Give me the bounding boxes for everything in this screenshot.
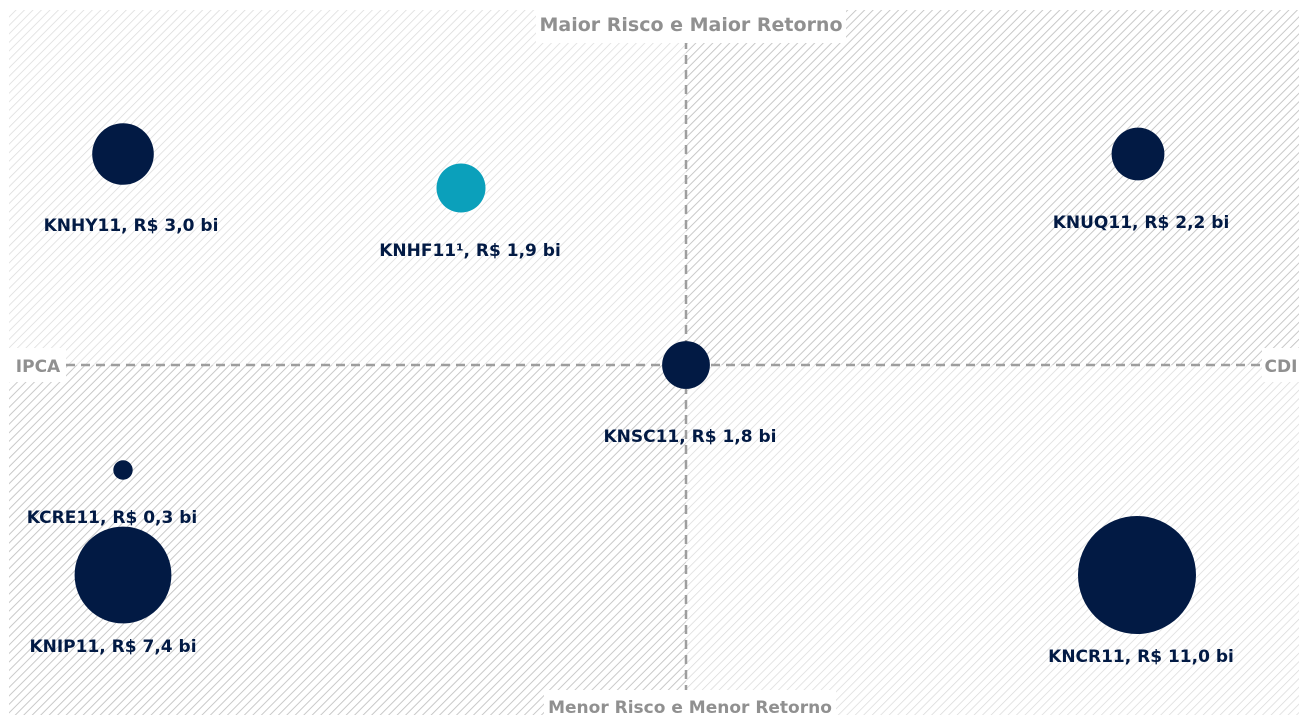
axis-label-right: CDI	[1265, 357, 1298, 377]
bubble-label-knuq11: KNUQ11, R$ 2,2 bi	[1053, 213, 1230, 233]
quadrant-top-left	[9, 10, 686, 365]
bubble-label-knsc11: KNSC11, R$ 1,8 bi	[603, 427, 776, 447]
top-label-bg	[536, 6, 846, 43]
bubble-knsc11	[662, 341, 710, 389]
bubble-label-kncr11: KNCR11, R$ 11,0 bi	[1048, 647, 1234, 667]
bottom-label-bg	[544, 690, 836, 715]
bubble-kncr11	[1078, 516, 1196, 634]
axis-label-bottom: Menor Risco e Menor Retorno	[548, 698, 832, 715]
quadrant-bottom-right	[686, 365, 1299, 715]
bubble-label-knhy11: KNHY11, R$ 3,0 bi	[44, 216, 219, 236]
axis-label-left: IPCA	[16, 357, 61, 377]
bubble-kcre11	[113, 460, 133, 480]
right-label-bg	[1262, 348, 1299, 382]
bubble-label-knhf11: KNHF11¹, R$ 1,9 bi	[379, 241, 561, 261]
axis-label-top: Maior Risco e Maior Retorno	[539, 14, 842, 36]
bubbles-group: KNHY11, R$ 3,0 bi KNHF11¹, R$ 1,9 bi KNUQ1…	[27, 123, 1234, 667]
quadrant-top-right	[686, 10, 1299, 365]
bubble-knhf11	[436, 163, 486, 213]
left-label-bg	[9, 348, 66, 382]
bubble-label-knip11: KNIP11, R$ 7,4 bi	[29, 637, 196, 657]
bubble-knhy11	[92, 123, 154, 185]
bubble-knip11	[74, 526, 172, 624]
bubble-label-kcre11: KCRE11, R$ 0,3 bi	[27, 508, 198, 528]
bubble-knuq11	[1111, 127, 1165, 181]
